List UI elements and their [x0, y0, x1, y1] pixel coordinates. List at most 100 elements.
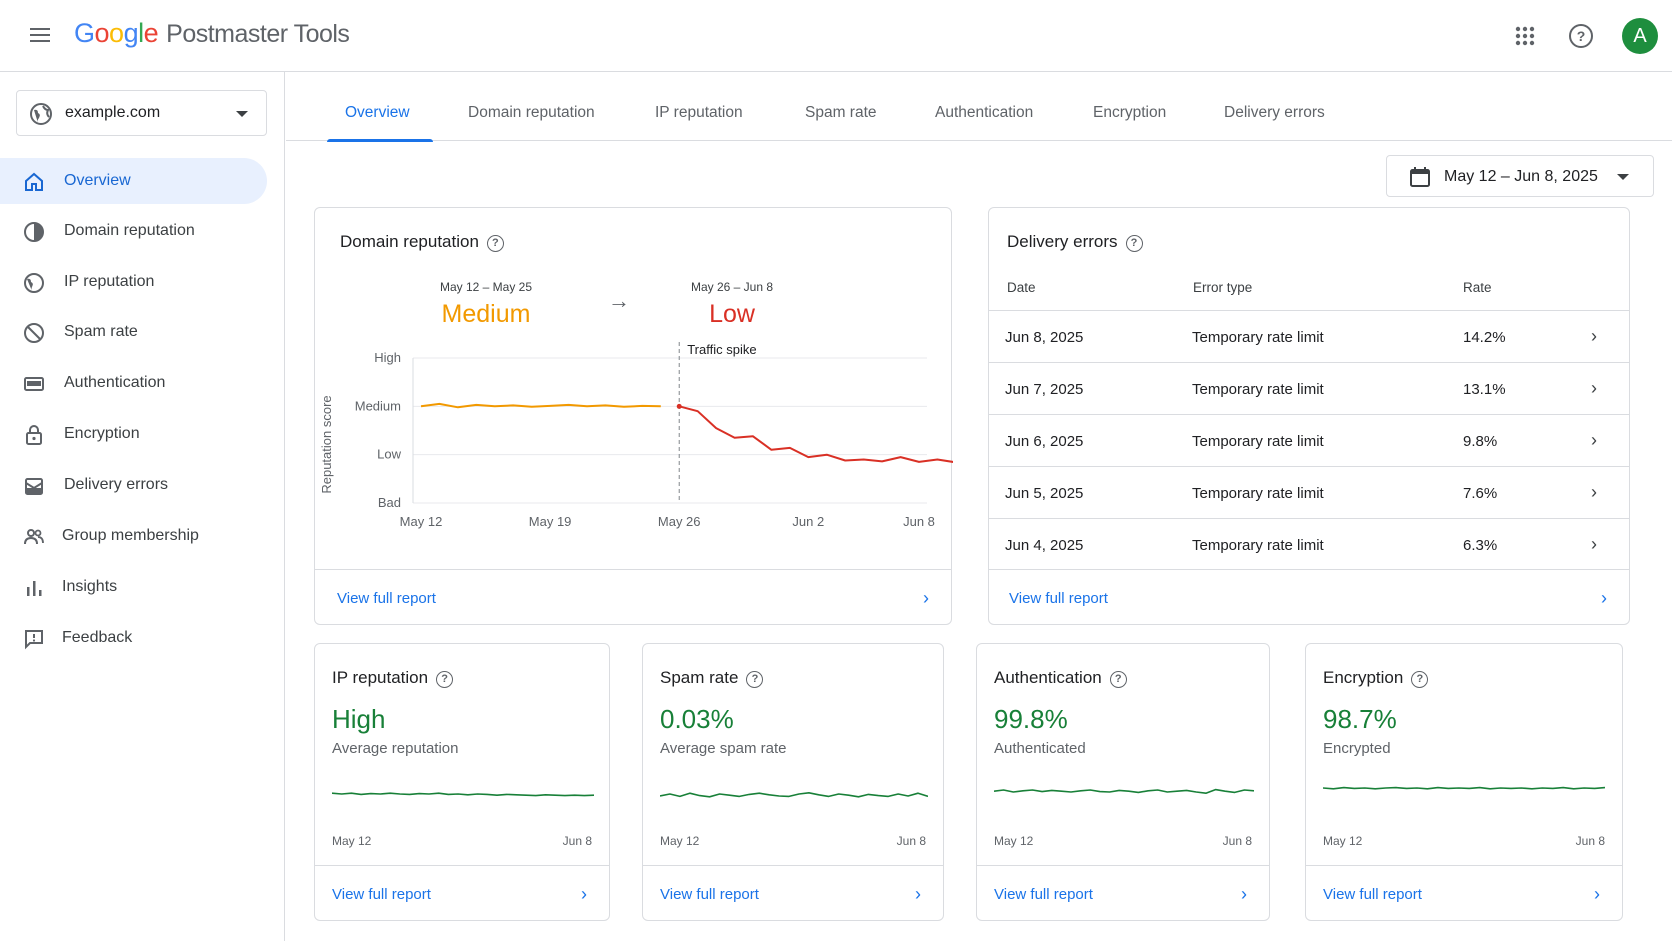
tab-label: Spam rate — [805, 104, 877, 121]
sparkline-start-label: May 12 — [1323, 834, 1363, 848]
globe-icon — [24, 273, 44, 293]
tab-spam-rate[interactable]: Spam rate — [805, 72, 895, 141]
help-icon[interactable]: ? — [486, 235, 504, 252]
link-label: View full report — [660, 886, 759, 903]
sparkline-end-label: Jun 8 — [562, 834, 592, 848]
tab-encryption[interactable]: Encryption — [1093, 72, 1193, 141]
tab-delivery-errors[interactable]: Delivery errors — [1224, 72, 1344, 141]
sidebar-item-group-membership[interactable]: Group membership — [0, 513, 267, 559]
cell-date: Jun 7, 2025 — [1005, 381, 1084, 398]
chevron-right-icon: › — [1241, 884, 1247, 904]
card-title: IP reputation? — [332, 668, 454, 688]
help-icon[interactable]: ? — [1109, 671, 1127, 688]
view-full-report-link[interactable]: View full report › — [977, 865, 1269, 920]
tab-ip-reputation[interactable]: IP reputation — [655, 72, 765, 141]
chevron-right-icon: › — [1594, 884, 1600, 904]
period-label: May 12 – May 25 — [439, 280, 533, 294]
view-full-report-link[interactable]: View full report › — [989, 569, 1629, 624]
view-full-report-link[interactable]: View full report › — [643, 865, 943, 920]
sparkline-chart — [994, 788, 1254, 795]
product-name: Postmaster Tools — [166, 20, 350, 48]
chevron-right-icon: › — [1591, 326, 1597, 346]
help-icon[interactable]: ? — [436, 671, 454, 688]
help-icon[interactable]: ? — [1565, 20, 1597, 52]
domain-selector-value: example.com — [65, 104, 161, 121]
view-full-report-link[interactable]: View full report › — [315, 569, 951, 624]
cell-error-type: Temporary rate limit — [1192, 537, 1324, 554]
tab-overview[interactable]: Overview — [327, 72, 433, 142]
sidebar-item-overview[interactable]: Overview — [0, 158, 267, 204]
tab-label: IP reputation — [655, 104, 743, 121]
view-full-report-link[interactable]: View full report › — [315, 865, 609, 920]
tab-label: Domain reputation — [468, 104, 595, 121]
chevron-right-icon: › — [581, 884, 587, 904]
sparkline-start-label: May 12 — [332, 834, 372, 848]
cell-error-type: Temporary rate limit — [1192, 381, 1324, 398]
column-header-rate: Rate — [1463, 280, 1492, 295]
product-logo[interactable]: Google Postmaster Tools — [74, 18, 350, 49]
link-label: View full report — [1009, 590, 1108, 607]
y-tick-label: Bad — [378, 495, 401, 510]
sidebar-item-delivery-errors[interactable]: Delivery errors — [0, 462, 267, 508]
sparkline-end-label: Jun 8 — [896, 834, 926, 848]
sidebar-item-label: Overview — [64, 172, 131, 189]
menu-icon-line — [30, 40, 50, 42]
table-row[interactable]: Jun 6, 2025 Temporary rate limit 9.8% › — [989, 414, 1629, 466]
sidebar: example.com Overview Domain reputation I… — [0, 72, 285, 941]
domain-selector[interactable]: example.com — [16, 90, 267, 136]
cell-date: Jun 6, 2025 — [1005, 433, 1084, 450]
help-icon[interactable]: ? — [746, 671, 764, 688]
card-title-text: Authentication — [994, 668, 1102, 687]
sidebar-item-authentication[interactable]: Authentication — [0, 360, 267, 406]
metric-subtitle: Encrypted — [1323, 740, 1391, 757]
annotation-point — [676, 403, 682, 409]
metric-value: 0.03% — [660, 704, 734, 734]
help-icon[interactable]: ? — [1125, 235, 1143, 252]
date-range-picker[interactable]: May 12 – Jun 8, 2025 — [1386, 155, 1654, 197]
link-label: View full report — [337, 590, 436, 607]
sidebar-item-spam-rate[interactable]: Spam rate — [0, 309, 267, 355]
sidebar-item-ip-reputation[interactable]: IP reputation — [0, 259, 267, 305]
domain-reputation-card: Domain reputation? May 12 – May 25 Mediu… — [314, 207, 953, 625]
sparkline-end-label: Jun 8 — [1575, 834, 1605, 848]
spam-rate-card: Spam rate? 0.03% Average spam rate May 1… — [642, 643, 944, 921]
chevron-right-icon: › — [923, 588, 929, 608]
table-row[interactable]: Jun 4, 2025 Temporary rate limit 6.3% › — [989, 518, 1629, 570]
metric-subtitle: Average spam rate — [660, 740, 787, 757]
sidebar-item-insights[interactable]: Insights — [0, 564, 267, 610]
chevron-down-icon — [236, 111, 248, 117]
apps-grid-icon[interactable] — [1509, 20, 1541, 52]
tab-authentication[interactable]: Authentication — [935, 72, 1055, 141]
sidebar-item-feedback[interactable]: Feedback — [0, 615, 267, 661]
lock-icon — [26, 425, 42, 445]
account-avatar[interactable]: A — [1622, 18, 1658, 54]
tab-domain-reputation[interactable]: Domain reputation — [468, 72, 618, 141]
block-icon — [24, 323, 44, 343]
period-label: May 26 – Jun 8 — [690, 280, 774, 294]
chevron-right-icon: › — [915, 884, 921, 904]
sparkline-end-label: Jun 8 — [1222, 834, 1252, 848]
table-row[interactable]: Jun 7, 2025 Temporary rate limit 13.1% › — [989, 362, 1629, 414]
x-tick-label: Jun 8 — [903, 514, 935, 529]
x-tick-label: May 12 — [400, 514, 443, 529]
x-tick-label: Jun 2 — [792, 514, 824, 529]
y-tick-label: Medium — [355, 398, 401, 413]
view-full-report-link[interactable]: View full report › — [1306, 865, 1622, 920]
main-menu-button[interactable] — [24, 24, 56, 48]
table-row[interactable]: Jun 5, 2025 Temporary rate limit 7.6% › — [989, 466, 1629, 518]
y-tick-label: Low — [377, 447, 401, 462]
sidebar-item-encryption[interactable]: Encryption — [0, 411, 267, 457]
card-title: Delivery errors? — [1007, 232, 1143, 252]
chevron-right-icon: › — [1591, 378, 1597, 398]
table-row[interactable]: Jun 8, 2025 Temporary rate limit 14.2% › — [989, 310, 1629, 362]
chevron-right-icon: › — [1591, 482, 1597, 502]
sparkline-chart — [1323, 786, 1605, 790]
sparkline-start-label: May 12 — [994, 834, 1034, 848]
help-icon[interactable]: ? — [1411, 671, 1429, 688]
sidebar-item-domain-reputation[interactable]: Domain reputation — [0, 208, 267, 254]
chevron-right-icon: › — [1591, 430, 1597, 450]
metric-value: 99.8% — [994, 704, 1068, 734]
calendar-icon — [1410, 167, 1430, 187]
card-title-text: Domain reputation — [340, 232, 479, 251]
cell-rate: 7.6% — [1463, 485, 1498, 502]
